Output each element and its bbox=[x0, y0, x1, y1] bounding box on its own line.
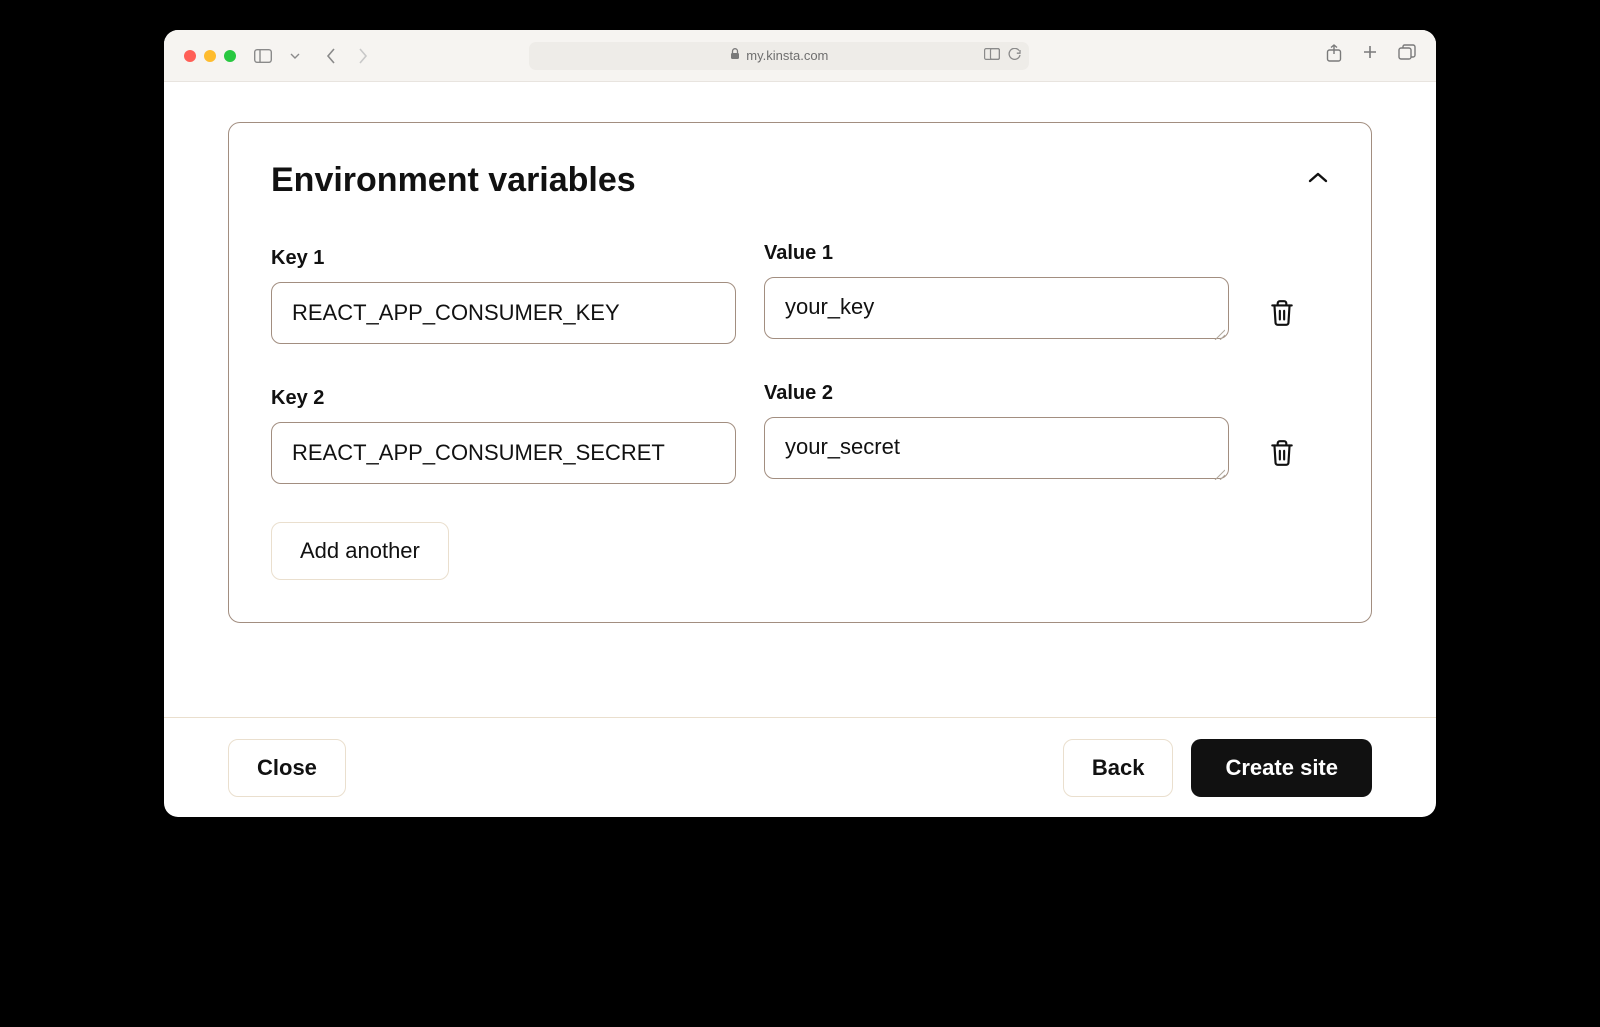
share-icon[interactable] bbox=[1326, 44, 1342, 67]
nav-arrows bbox=[322, 47, 372, 65]
back-button[interactable]: Back bbox=[1063, 739, 1174, 797]
value-label: Value 1 bbox=[764, 242, 1229, 265]
create-site-button[interactable]: Create site bbox=[1191, 739, 1372, 797]
value-field: Value 2 bbox=[764, 382, 1229, 484]
key-label: Key 2 bbox=[271, 387, 736, 410]
close-button[interactable]: Close bbox=[228, 739, 346, 797]
env-var-row: Key 1 Value 1 bbox=[271, 242, 1329, 344]
key-field: Key 1 bbox=[271, 247, 736, 344]
env-vars-panel: Environment variables Key 1 Value 1 bbox=[228, 122, 1372, 623]
address-bar-right bbox=[984, 48, 1021, 64]
refresh-icon[interactable] bbox=[1008, 48, 1021, 64]
browser-chrome: my.kinsta.com bbox=[164, 30, 1436, 82]
trash-icon bbox=[1269, 439, 1295, 467]
footer-bar: Close Back Create site bbox=[164, 717, 1436, 817]
value-input[interactable] bbox=[764, 417, 1229, 479]
traffic-light-close[interactable] bbox=[184, 50, 196, 62]
env-var-row: Key 2 Value 2 bbox=[271, 382, 1329, 484]
add-another-button[interactable]: Add another bbox=[271, 522, 449, 580]
key-input[interactable] bbox=[271, 422, 736, 484]
traffic-lights bbox=[184, 50, 236, 62]
trash-icon bbox=[1269, 299, 1295, 327]
value-field: Value 1 bbox=[764, 242, 1229, 344]
key-label: Key 1 bbox=[271, 247, 736, 270]
tabs-icon[interactable] bbox=[1398, 44, 1416, 67]
browser-window: my.kinsta.com bbox=[164, 30, 1436, 817]
traffic-light-minimize[interactable] bbox=[204, 50, 216, 62]
sidebar-icon[interactable] bbox=[254, 47, 272, 65]
collapse-icon[interactable] bbox=[1307, 171, 1329, 190]
address-bar-host: my.kinsta.com bbox=[746, 48, 828, 63]
back-icon[interactable] bbox=[322, 47, 340, 65]
address-bar[interactable]: my.kinsta.com bbox=[529, 42, 1029, 70]
key-field: Key 2 bbox=[271, 387, 736, 484]
forward-icon[interactable] bbox=[354, 47, 372, 65]
lock-icon bbox=[730, 48, 740, 63]
panel-header: Environment variables bbox=[271, 161, 1329, 200]
key-input[interactable] bbox=[271, 282, 736, 344]
sidebar-toggle-group bbox=[254, 47, 304, 65]
reader-icon[interactable] bbox=[984, 48, 1000, 64]
new-tab-icon[interactable] bbox=[1362, 44, 1378, 67]
traffic-light-zoom[interactable] bbox=[224, 50, 236, 62]
chrome-right-icons bbox=[1326, 44, 1416, 67]
chevron-down-icon[interactable] bbox=[286, 47, 304, 65]
page-content: Environment variables Key 1 Value 1 bbox=[164, 82, 1436, 717]
panel-title: Environment variables bbox=[271, 161, 636, 200]
value-input[interactable] bbox=[764, 277, 1229, 339]
value-label: Value 2 bbox=[764, 382, 1229, 405]
delete-row-button[interactable] bbox=[1257, 422, 1307, 484]
delete-row-button[interactable] bbox=[1257, 282, 1307, 344]
